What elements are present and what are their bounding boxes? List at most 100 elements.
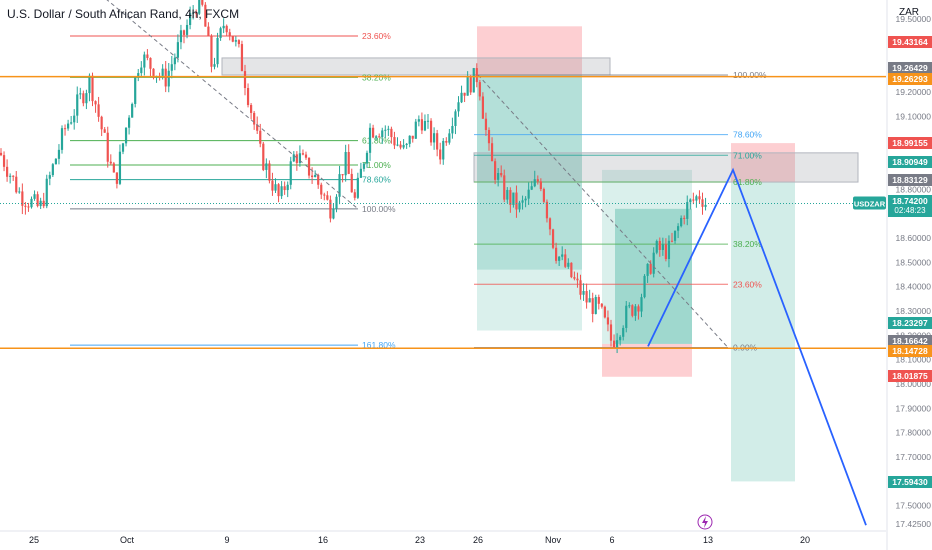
candle-body (42, 200, 45, 207)
candle-body (243, 71, 247, 89)
fib-level-label: 23.60% (362, 31, 391, 41)
countdown-label: 02:48:23 (894, 206, 926, 215)
candle (70, 115, 73, 125)
candle-body (564, 254, 567, 267)
candle (420, 112, 423, 135)
candle (39, 197, 42, 210)
price-label: 18.99155 (892, 138, 928, 148)
candle-body (594, 297, 597, 314)
candle-body (576, 278, 579, 281)
candle-body (253, 112, 256, 125)
price-label-bg (888, 62, 932, 74)
candle (698, 190, 701, 204)
candle (378, 133, 381, 138)
candle-body (603, 306, 606, 318)
candle (518, 200, 521, 213)
time-tick-label: 9 (224, 535, 229, 545)
currency-label[interactable]: ZAR (899, 7, 919, 18)
candle (606, 310, 610, 332)
candle (478, 79, 481, 101)
candle-body (124, 127, 128, 144)
candle-body (170, 64, 173, 71)
candle-body (664, 244, 667, 260)
price-label: 18.74200 (892, 196, 928, 206)
price-label-bg (888, 73, 932, 85)
candle (149, 57, 152, 77)
candle (512, 192, 515, 208)
price-axis: 19.5000019.4000019.3000019.2000019.10000… (886, 0, 932, 550)
candle (655, 239, 658, 255)
candle (570, 262, 573, 279)
fib-level-label: 61.80% (362, 136, 391, 146)
candle (225, 24, 228, 37)
candle (622, 325, 625, 341)
candle (555, 242, 558, 264)
candle-body (555, 247, 558, 261)
candle (356, 172, 359, 200)
candle-body (548, 218, 552, 230)
candle-body (667, 240, 671, 260)
candle-body (365, 152, 369, 164)
candle (48, 171, 51, 186)
lightning-icon-glyph (702, 516, 708, 528)
candle-body (558, 256, 561, 261)
candle (494, 158, 497, 185)
candle (332, 203, 335, 220)
candle-body (128, 117, 131, 128)
candle (631, 304, 634, 318)
candle-body (54, 158, 57, 165)
candle (304, 151, 308, 160)
price-label: 17.59430 (892, 477, 928, 487)
candle-body (259, 130, 262, 144)
candle (228, 28, 231, 41)
candle (131, 102, 134, 118)
candle (375, 135, 378, 141)
projection-path (647, 167, 867, 526)
candle-body (481, 96, 484, 119)
candle (442, 138, 445, 165)
symbol-tag-label: USDZAR (854, 199, 886, 208)
candle-body (51, 164, 54, 176)
candle (210, 34, 213, 73)
candle-body (106, 132, 109, 162)
candle-body (500, 173, 503, 176)
candle (323, 192, 326, 201)
candle (109, 154, 112, 166)
candle-body (512, 192, 515, 205)
candle (396, 137, 399, 147)
candle-body (70, 122, 73, 124)
candle-body (207, 26, 210, 36)
candle (320, 182, 323, 200)
price-tick-label: 18.80000 (896, 184, 932, 194)
candle-body (219, 28, 222, 38)
candle-body (182, 30, 186, 35)
candle (76, 86, 79, 123)
candle (426, 113, 430, 129)
candle (384, 125, 387, 139)
price-tick-label: 17.90000 (896, 403, 932, 413)
candle (240, 40, 244, 72)
candle-body (277, 184, 280, 197)
candle-body (109, 161, 112, 164)
candle (387, 125, 390, 137)
time-tick-label: 20 (800, 535, 810, 545)
candle (45, 174, 48, 209)
candle-body (518, 202, 521, 210)
candle-body (60, 128, 64, 150)
candle (625, 300, 628, 333)
candle (603, 305, 606, 319)
candle-body (466, 76, 469, 96)
candle-body (399, 144, 402, 148)
candle-body (21, 191, 24, 206)
candle (15, 170, 18, 194)
fib-level-label: 71.00% (733, 150, 762, 160)
price-label-bg (888, 335, 932, 347)
candle (365, 150, 369, 168)
candle-body (143, 54, 146, 68)
candle (179, 24, 183, 50)
candle (100, 115, 103, 137)
candle (469, 75, 472, 95)
candle-body (497, 173, 500, 180)
candle-body (448, 133, 451, 143)
